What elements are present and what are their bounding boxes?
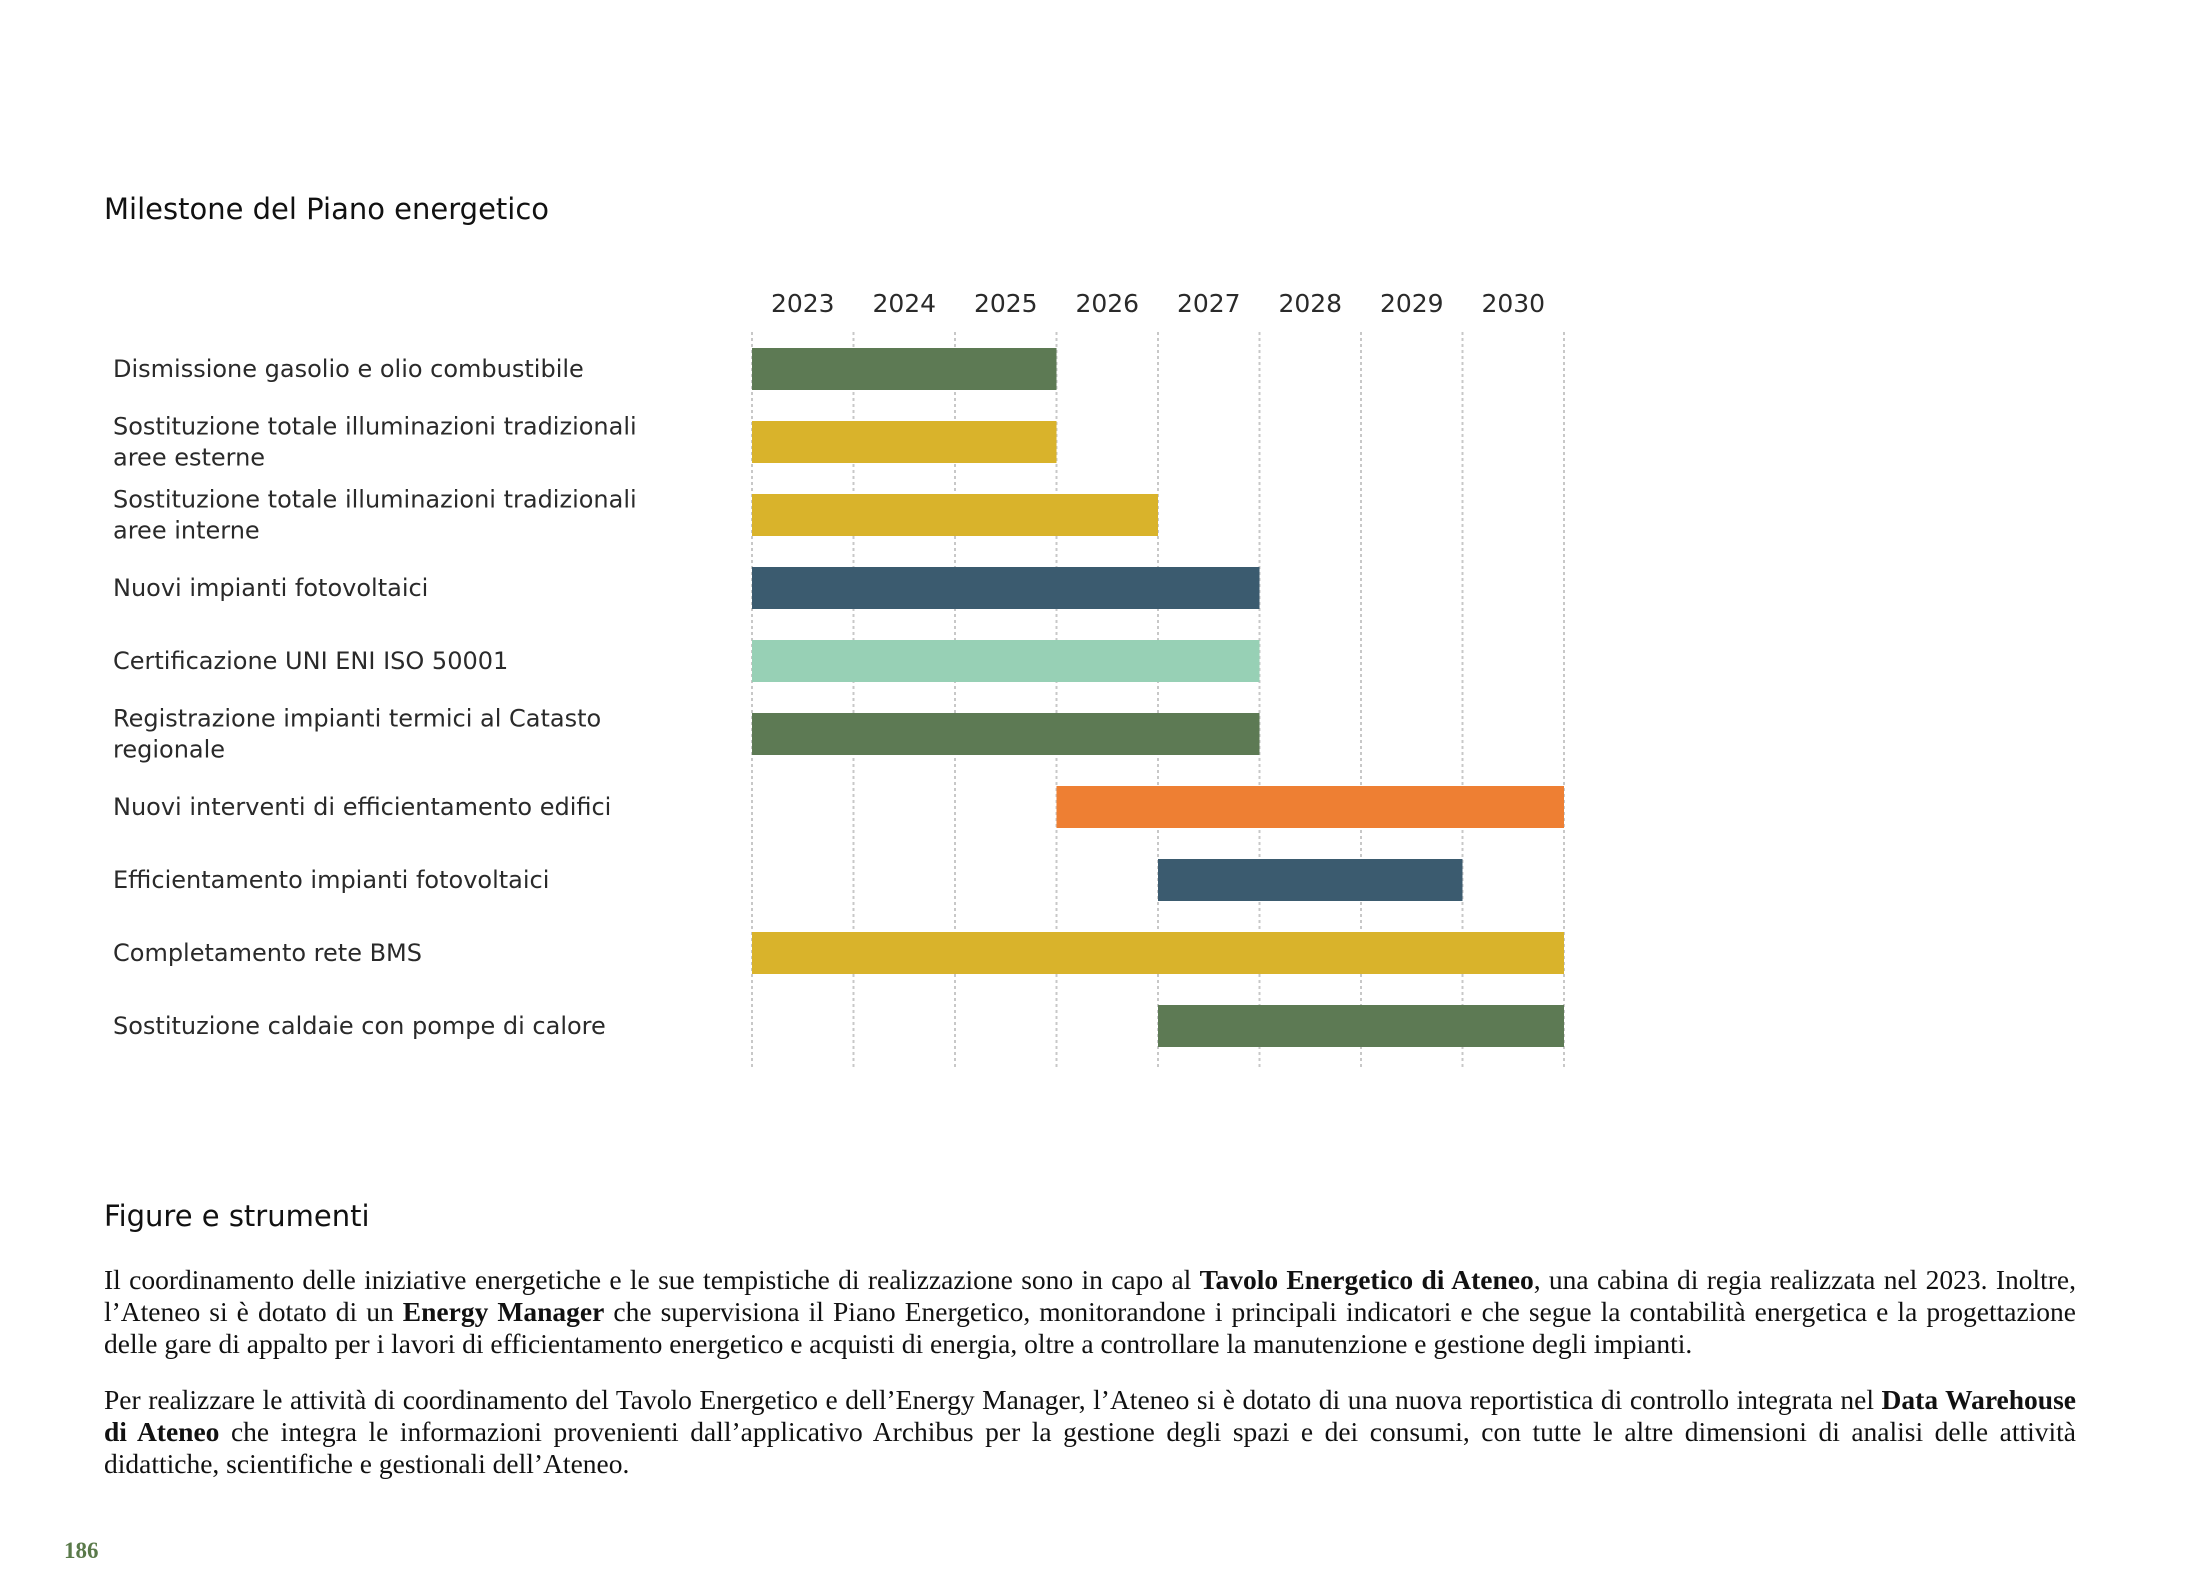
task-label-7: Nuovi interventi di efficientamento edif… xyxy=(113,793,611,821)
task-label-6: Registrazione impianti termici al Catast… xyxy=(113,705,601,764)
task-label-5: Certificazione UNI ENI ISO 50001 xyxy=(113,647,508,675)
task-bar-5 xyxy=(752,640,1260,682)
data-warehouse-bold: Data Warehouse di Ateneo xyxy=(104,1384,2076,1447)
tavolo-energetico-bold: Tavolo Energetico di Ateneo xyxy=(1199,1264,1534,1295)
task-bar-6 xyxy=(752,713,1260,755)
energy-manager-bold: Energy Manager xyxy=(402,1296,605,1327)
task-label-2: Sostituzione totale illuminazioni tradiz… xyxy=(113,413,637,472)
task-bar-10 xyxy=(1158,1005,1564,1047)
task-label-3: Sostituzione totale illuminazioni tradiz… xyxy=(113,486,637,545)
year-label-2025: 2025 xyxy=(974,289,1038,318)
figures-paragraph-1: Il coordinamento delle iniziative energe… xyxy=(104,1264,2077,1359)
task-bar-3 xyxy=(752,494,1158,536)
milestone-gantt-chart: 2023 2024 2025 2026 2027 2028 2029 2030 Dismissi… xyxy=(113,289,1565,1070)
task-bar-1 xyxy=(752,348,1057,390)
year-label-2028: 2028 xyxy=(1278,289,1342,318)
task-bar-2 xyxy=(752,421,1057,463)
task-label-8: Efficientamento impianti fotovoltaici xyxy=(113,866,549,894)
task-label-10: Sostituzione caldaie con pompe di calore xyxy=(113,1012,606,1040)
year-label-2023: 2023 xyxy=(771,289,835,318)
task-bar-7 xyxy=(1056,786,1564,828)
figures-paragraph-2: Per realizzare le attività di coordiname… xyxy=(104,1384,2076,1479)
task-bar-8 xyxy=(1158,859,1463,901)
task-label-4: Nuovi impianti fotovoltaici xyxy=(113,574,428,602)
year-label-2026: 2026 xyxy=(1075,289,1139,318)
section-title: Milestone del Piano energetico xyxy=(104,192,550,226)
page-number: 186 xyxy=(64,1538,99,1563)
task-bar-4 xyxy=(752,567,1260,609)
task-label-1: Dismissione gasolio e olio combustibile xyxy=(113,355,584,383)
year-label-2027: 2027 xyxy=(1177,289,1241,318)
year-label-2030: 2030 xyxy=(1481,289,1545,318)
year-label-2024: 2024 xyxy=(872,289,936,318)
task-label-9: Completamento rete BMS xyxy=(113,939,422,967)
task-bar-9 xyxy=(752,932,1564,974)
year-label-2029: 2029 xyxy=(1380,289,1444,318)
figures-section-title: Figure e strumenti xyxy=(104,1199,370,1233)
